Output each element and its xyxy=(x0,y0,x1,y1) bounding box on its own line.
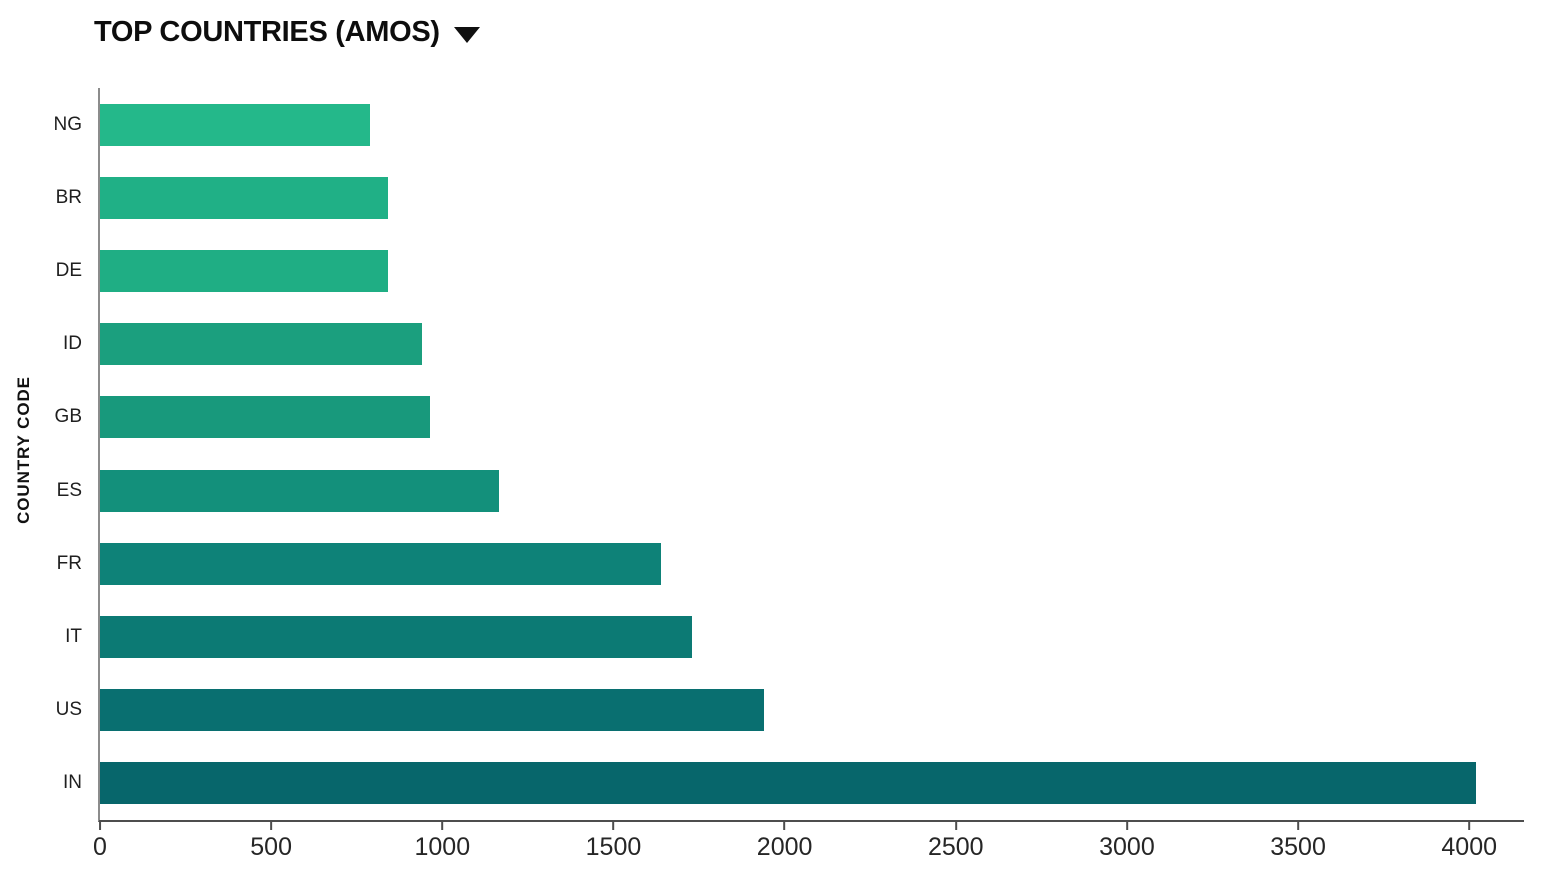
bar-row: IT xyxy=(65,600,1524,673)
tick-label: 500 xyxy=(250,833,292,861)
bar-es[interactable] xyxy=(100,469,499,512)
bar-row: BR xyxy=(56,161,1524,234)
category-label-in: IN xyxy=(63,772,82,794)
x-tick-0: 0 xyxy=(93,820,107,862)
bar-row: IN xyxy=(63,747,1524,820)
tick-mark xyxy=(1468,820,1471,830)
bar-row: GB xyxy=(55,381,1524,454)
tick-label: 3500 xyxy=(1270,833,1326,861)
bar-row: ID xyxy=(63,308,1524,381)
bar-row: ES xyxy=(57,454,1524,527)
x-tick-1500: 1500 xyxy=(585,820,642,862)
tick-label: 2500 xyxy=(927,833,984,861)
category-label-de: DE xyxy=(55,260,82,281)
bar-in[interactable] xyxy=(100,762,1477,805)
bar-gb[interactable] xyxy=(100,396,431,439)
tick-mark xyxy=(783,820,786,830)
tick-label: 4000 xyxy=(1441,833,1498,861)
bar-id[interactable] xyxy=(100,323,422,366)
category-label-it: IT xyxy=(65,626,82,648)
bar-row: US xyxy=(56,674,1524,747)
category-label-br: BR xyxy=(55,186,82,208)
bar-row: FR xyxy=(57,527,1524,600)
x-axis-ticks: 0 500 1000 1500 2000 2500 3000 3500 4000 xyxy=(93,820,1524,870)
bar-de[interactable] xyxy=(100,250,388,292)
category-label-ng: NG xyxy=(53,113,83,135)
x-tick-4000: 4000 xyxy=(1441,820,1497,862)
chart-title-dropdown[interactable]: TOP COUNTRIES (AMOS) xyxy=(94,16,480,49)
tick-mark xyxy=(1125,820,1128,830)
tick-label: 1000 xyxy=(414,833,471,861)
tick-mark xyxy=(612,820,615,830)
tick-mark xyxy=(954,820,957,830)
bar-us[interactable] xyxy=(100,689,765,732)
bar-row: DE xyxy=(56,234,1524,307)
x-tick-3000: 3000 xyxy=(1099,820,1155,862)
bar-rows: NG BR DE ID GB ES FR IT US IN xyxy=(54,88,1524,820)
x-tick-500: 500 xyxy=(250,820,292,862)
category-label-id: ID xyxy=(63,333,82,355)
tick-label: 1500 xyxy=(585,833,642,861)
category-label-us: US xyxy=(55,699,82,721)
tick-mark xyxy=(441,820,444,830)
tick-label: 3000 xyxy=(1099,833,1155,861)
tick-label: 2000 xyxy=(756,833,813,861)
x-tick-2500: 2500 xyxy=(928,820,984,862)
bar-it[interactable] xyxy=(100,616,693,659)
tick-mark xyxy=(1297,820,1300,830)
x-tick-3500: 3500 xyxy=(1270,820,1326,862)
tick-label: 0 xyxy=(93,833,107,861)
y-axis-title: COUNTRY CODE xyxy=(14,376,33,524)
bar-br[interactable] xyxy=(100,176,388,219)
bar-ng[interactable] xyxy=(100,103,371,146)
bar-fr[interactable] xyxy=(100,542,662,585)
x-tick-1000: 1000 xyxy=(414,820,470,862)
category-label-fr: FR xyxy=(56,552,82,574)
tick-mark xyxy=(99,820,101,830)
x-tick-2000: 2000 xyxy=(756,820,813,862)
category-label-gb: GB xyxy=(54,406,82,428)
category-label-es: ES xyxy=(56,479,82,501)
caret-down-icon xyxy=(453,26,480,43)
bar-row: NG xyxy=(54,88,1524,161)
tick-mark xyxy=(270,820,273,830)
plot-area: NG BR DE ID GB ES FR IT US IN 0 500 1000 1500 2000 250… xyxy=(54,88,1524,861)
chart-title: TOP COUNTRIES (AMOS) xyxy=(94,16,440,48)
